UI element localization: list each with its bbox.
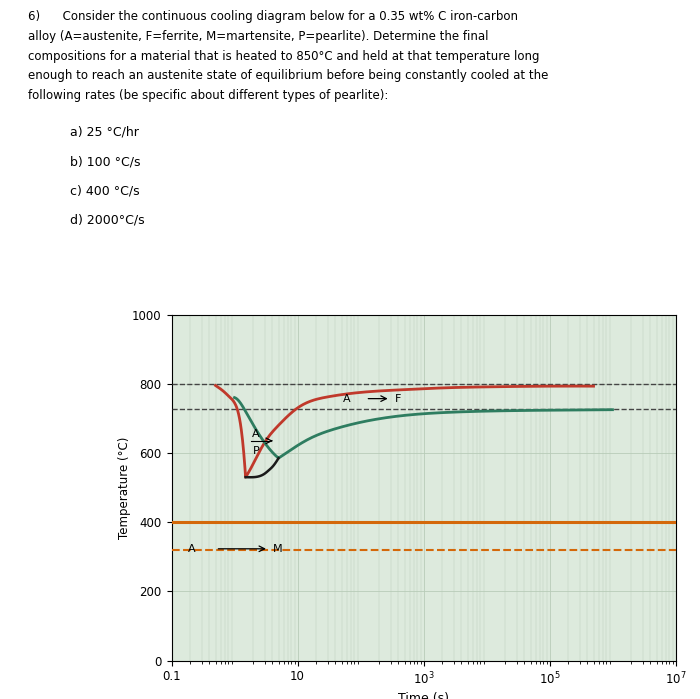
Text: compositions for a material that is heated to 850°C and held at that temperature: compositions for a material that is heat… xyxy=(28,50,540,63)
Text: M: M xyxy=(272,544,282,554)
Text: alloy (A=austenite, F=ferrite, M=martensite, P=pearlite). Determine the final: alloy (A=austenite, F=ferrite, M=martens… xyxy=(28,30,489,43)
Text: A: A xyxy=(343,394,351,403)
X-axis label: Time (s): Time (s) xyxy=(398,693,449,699)
Text: enough to reach an austenite state of equilibrium before being constantly cooled: enough to reach an austenite state of eq… xyxy=(28,69,548,82)
Text: P: P xyxy=(253,446,260,456)
Text: 6)      Consider the continuous cooling diagram below for a 0.35 wt% C iron-carb: 6) Consider the continuous cooling diagr… xyxy=(28,10,518,24)
Text: A: A xyxy=(252,429,260,439)
Text: F: F xyxy=(395,394,401,403)
Text: b) 100 °C/s: b) 100 °C/s xyxy=(70,155,141,168)
Y-axis label: Temperature (°C): Temperature (°C) xyxy=(118,436,131,539)
Text: A: A xyxy=(188,544,195,554)
Text: a) 25 °C/hr: a) 25 °C/hr xyxy=(70,126,139,139)
Text: c) 400 °C/s: c) 400 °C/s xyxy=(70,185,139,198)
Text: following rates (be specific about different types of pearlite):: following rates (be specific about diffe… xyxy=(28,89,388,102)
Text: d) 2000°C/s: d) 2000°C/s xyxy=(70,214,145,227)
